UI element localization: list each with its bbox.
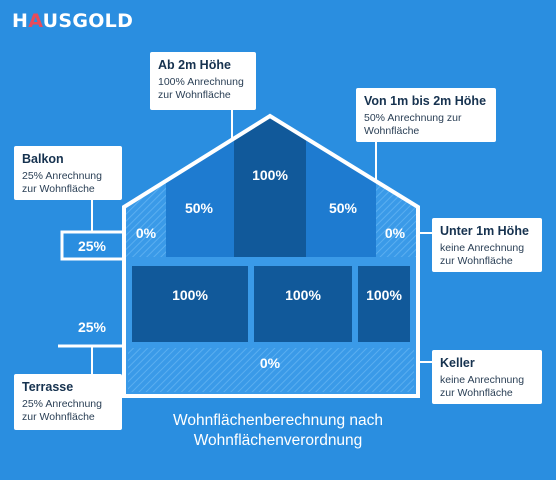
diagram-caption: Wohnflächenberechnung nach Wohnflächenve… [0, 411, 556, 451]
floor-center-label: 100% [285, 287, 321, 303]
floor-right-label: 100% [366, 287, 402, 303]
callout-keller-desc: keine Anrechnung zur Wohnfläche [440, 374, 525, 399]
terrasse-value: 25% [78, 319, 107, 335]
house-outline [122, 113, 420, 398]
floor-left-room [132, 266, 248, 342]
callout-unter-1m-title: Unter 1m Höhe [440, 224, 529, 238]
floor-center-room [254, 266, 352, 342]
attic-center-label: 100% [252, 167, 288, 183]
callout-ab-2m-title: Ab 2m Höhe [158, 58, 231, 72]
floor-left-label: 100% [172, 287, 208, 303]
attic-left-outer-label: 0% [136, 225, 157, 241]
attic-right-outer-zone [376, 183, 416, 257]
callout-ab-2m: Ab 2m Höhe 100% Anrechnung zur Wohnfläch… [150, 52, 256, 110]
callout-unter-1m: Unter 1m Höhe keine Anrechnung zur Wohnf… [432, 218, 542, 272]
attic-left-outer-zone [126, 183, 166, 257]
hausgold-logo: HAUSGOLD [12, 10, 134, 32]
attic-right-outer-label: 0% [385, 225, 406, 241]
attic-left-zone [166, 138, 234, 257]
caption-line-2: Wohnflächenverordnung [193, 432, 363, 449]
callout-terrasse-title: Terrasse [22, 380, 74, 394]
balkon-value: 25% [78, 238, 107, 254]
callout-von-1m-bis-2m-desc: 50% Anrechnung zur Wohnfläche [364, 112, 462, 137]
floor-right-room [358, 266, 410, 342]
callout-von-1m-bis-2m-title: Von 1m bis 2m Höhe [364, 94, 487, 108]
callout-balkon-desc: 25% Anrechnung zur Wohnfläche [22, 170, 102, 195]
callout-unter-1m-desc: keine Anrechnung zur Wohnfläche [440, 242, 525, 267]
callout-ab-2m-desc: 100% Anrechnung zur Wohnfläche [158, 76, 244, 101]
attic-left-label: 50% [185, 200, 214, 216]
attic-center-zone [234, 116, 306, 257]
callout-terrasse: Terrasse 25% Anrechnung zur Wohnfläche [14, 374, 122, 430]
attic-right-zone [306, 138, 376, 257]
balkon-box [60, 230, 126, 261]
callout-von-1m-bis-2m: Von 1m bis 2m Höhe 50% Anrechnung zur Wo… [356, 88, 496, 142]
callout-balkon-title: Balkon [22, 152, 64, 166]
callout-balkon: Balkon 25% Anrechnung zur Wohnfläche [14, 146, 122, 200]
callout-terrasse-desc: 25% Anrechnung zur Wohnfläche [22, 398, 102, 423]
attic-right-label: 50% [329, 200, 358, 216]
basement-label: 0% [260, 355, 281, 371]
callout-keller-title: Keller [440, 356, 475, 370]
callout-keller: Keller keine Anrechnung zur Wohnfläche [432, 350, 542, 404]
caption-line-1: Wohnflächenberechnung nach [173, 412, 383, 429]
basement-zone [128, 348, 414, 392]
